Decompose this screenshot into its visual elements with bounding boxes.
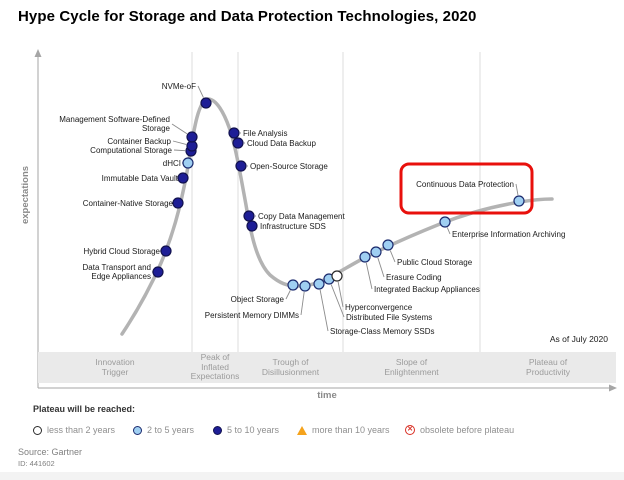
point-label-container-backup: Container Backup — [107, 136, 171, 146]
source-id: ID: 441602 — [18, 459, 55, 468]
point-label-immutable-data-vault: Immutable Data Vault — [101, 173, 178, 183]
point-erasure-coding — [370, 246, 382, 258]
highlight-box-continuous-data-protection — [399, 162, 534, 215]
leader-enterprise-information-archiving — [446, 227, 451, 235]
point-label-infrastructure-sds: Infrastructure SDS — [260, 221, 326, 231]
point-object-storage — [287, 279, 299, 291]
point-hybrid-cloud-storage — [160, 245, 172, 257]
leader-object-storage — [285, 290, 291, 300]
point-enterprise-information-archiving — [439, 216, 451, 228]
circle-marker-icon — [33, 425, 42, 435]
point-label-object-storage: Object Storage — [230, 294, 284, 304]
point-label-open-source-storage: Open-Source Storage — [250, 161, 328, 171]
phase-band: Innovation Trigger Peak of Inflated Expec… — [38, 352, 616, 383]
point-label-computational-storage: Computational Storage — [90, 145, 172, 155]
point-data-transport-and-edge-appliances — [152, 266, 164, 278]
point-label-management-software-defined-storage: Management Software-Defined Storage — [59, 115, 170, 133]
point-label-dhci: dHCI — [162, 158, 181, 168]
point-persistent-memory-dimms — [299, 280, 311, 292]
leader-management-software-defined-storage — [171, 123, 188, 135]
leader-container-backup — [172, 140, 187, 145]
highlight-layer — [399, 162, 534, 215]
axes — [34, 49, 617, 392]
phase-gridlines — [191, 52, 481, 352]
leader-persistent-memory-dimms — [300, 291, 305, 316]
point-label-persistent-memory-dimms: Persistent Memory DIMMs — [204, 310, 299, 320]
legend-item-label: 5 to 10 years — [227, 425, 280, 435]
point-immutable-data-vault — [177, 172, 189, 184]
point-label-hyperconvergence: Hyperconvergence — [345, 302, 413, 312]
technology-dots — [152, 97, 525, 292]
point-label-hybrid-cloud-storage: Hybrid Cloud Storage — [83, 246, 160, 256]
point-label-copy-data-management: Copy Data Management — [258, 211, 345, 221]
point-label-data-transport-and-edge-appliances: Data Transport and Edge Appliances — [82, 263, 151, 281]
point-label-distributed-file-systems: Distributed File Systems — [346, 312, 433, 322]
crossed-circle-icon: ✕ — [405, 425, 415, 435]
point-label-integrated-backup-appliances: Integrated Backup Appliances — [374, 284, 480, 294]
point-label-nvme-of: NVMe-oF — [161, 81, 196, 91]
leader-hyperconvergence — [337, 281, 344, 308]
point-integrated-backup-appliances — [359, 251, 371, 263]
point-file-analysis — [228, 127, 240, 139]
legend-item-label: obsolete before plateau — [420, 425, 515, 435]
phase-plateau-of-productivity: Plateau of Productivity — [526, 357, 570, 377]
leader-erasure-coding — [377, 257, 385, 278]
circle-marker-icon — [213, 425, 222, 435]
point-copy-data-management — [243, 210, 255, 222]
legend-item-2-to-5-years: 2 to 5 years — [133, 424, 194, 436]
bottom-strip — [0, 472, 624, 480]
leader-lines — [152, 85, 519, 332]
circle-marker-icon — [133, 425, 142, 435]
as-of-date: As of July 2020 — [549, 334, 608, 344]
x-axis-arrow-icon — [609, 384, 617, 392]
phase-peak-of-inflated-expectations: Peak of Inflated Expectations — [190, 352, 240, 382]
leader-distributed-file-systems — [330, 284, 345, 318]
legend-item-label: 2 to 5 years — [147, 425, 195, 435]
legend-item-less-than-2-years: less than 2 years — [33, 424, 115, 436]
point-continuous-data-protection — [513, 195, 525, 207]
point-container-native-storage — [172, 197, 184, 209]
point-label-storage-class-memory-ssds: Storage-Class Memory SSDs — [330, 326, 435, 336]
point-label-continuous-data-protection: Continuous Data Protection — [416, 179, 514, 189]
y-axis-label: expectations — [20, 165, 31, 225]
leader-public-cloud-storage — [389, 250, 396, 263]
point-label-public-cloud-storage: Public Cloud Storage — [397, 257, 473, 267]
x-axis-label: time — [317, 390, 337, 401]
point-label-file-analysis: File Analysis — [243, 128, 288, 138]
legend-item-obsolete-before-plateau: ✕ obsolete before plateau — [405, 424, 514, 436]
point-management-software-defined-storage — [186, 131, 198, 143]
leader-storage-class-memory-ssds — [319, 289, 329, 332]
legend-item-more-than-10-years: more than 10 years — [297, 424, 390, 436]
page-title: Hype Cycle for Storage and Data Protecti… — [18, 8, 477, 25]
point-open-source-storage — [235, 160, 247, 172]
leader-nvme-of — [197, 85, 204, 98]
point-cloud-data-backup — [232, 137, 244, 149]
point-hyperconvergence — [331, 270, 343, 282]
phase-trough-of-disillusionment: Trough of Disillusionment — [261, 357, 320, 377]
point-label-erasure-coding: Erasure Coding — [386, 272, 442, 282]
source-line: Source: Gartner — [18, 447, 83, 457]
leader-continuous-data-protection — [515, 183, 519, 196]
leader-integrated-backup-appliances — [365, 262, 373, 290]
triangle-icon — [297, 425, 307, 435]
point-label-container-native-storage: Container-Native Storage — [82, 198, 173, 208]
point-public-cloud-storage — [382, 239, 394, 251]
legend-item-5-to-10-years: 5 to 10 years — [213, 424, 279, 436]
phase-innovation-trigger: Innovation Trigger — [95, 357, 135, 377]
legend-item-label: more than 10 years — [312, 425, 390, 435]
leader-computational-storage — [173, 149, 186, 152]
legend-item-label: less than 2 years — [47, 425, 116, 435]
point-infrastructure-sds — [246, 220, 258, 232]
point-nvme-of — [200, 97, 212, 109]
point-dhci — [182, 157, 194, 169]
y-axis-arrow-icon — [34, 49, 42, 57]
legend-heading: Plateau will be reached: — [33, 404, 136, 414]
phase-slope-of-enlightenment: Slope of Enlightenment — [384, 357, 439, 377]
point-storage-class-memory-ssds — [313, 278, 325, 290]
point-label-enterprise-information-archiving: Enterprise Information Archiving — [452, 229, 566, 239]
point-label-cloud-data-backup: Cloud Data Backup — [247, 138, 316, 148]
